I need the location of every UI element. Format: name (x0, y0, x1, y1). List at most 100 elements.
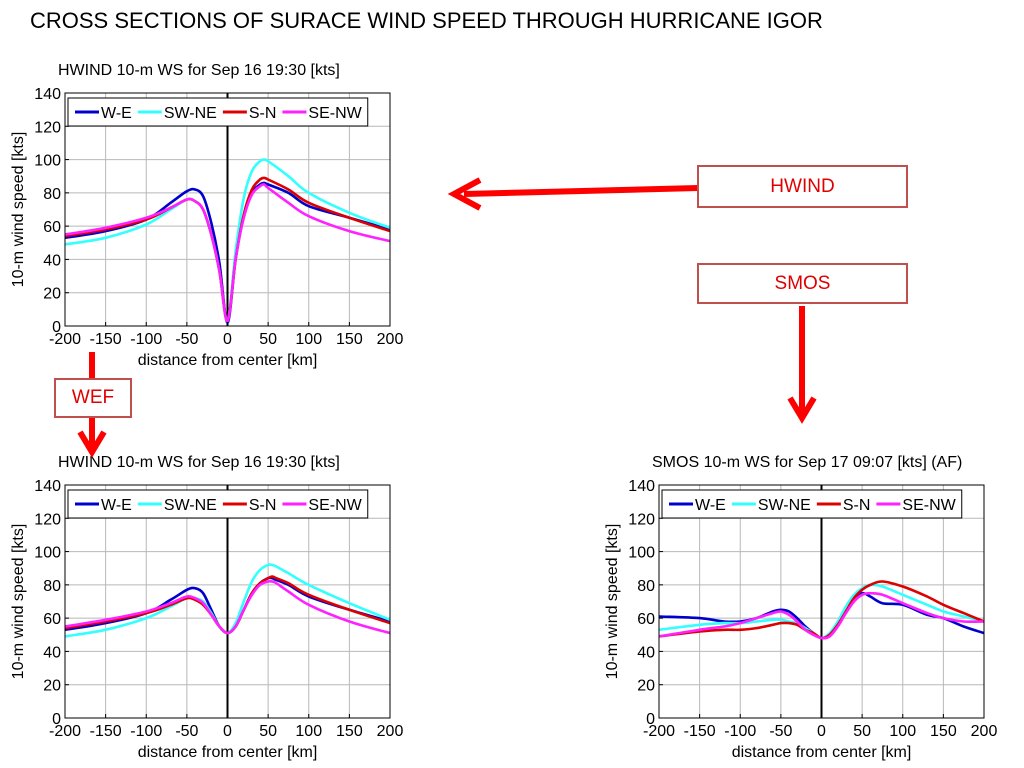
legend-box (67, 489, 369, 519)
y-tick-label: 100 (628, 545, 655, 562)
legend-label: SE-NW (902, 497, 956, 514)
legend: W-E SW-NE S-N SE-NW (67, 97, 369, 127)
x-tick-label: 100 (889, 723, 916, 740)
x-tick-label: -200 (643, 723, 675, 740)
x-tick-label: 150 (336, 723, 363, 740)
y-tick-label: 140 (34, 86, 61, 103)
y-tick-label: 80 (637, 578, 655, 595)
x-tick-label: 50 (259, 723, 277, 740)
y-tick-label: 80 (43, 578, 61, 595)
legend: W-E SW-NE S-N SE-NW (661, 489, 963, 519)
y-tick-label: 60 (43, 611, 61, 628)
y-tick-label: 40 (43, 644, 61, 661)
series-line (64, 183, 391, 323)
legend: W-E SW-NE S-N SE-NW (67, 489, 369, 519)
legend-item: SE-NW (282, 497, 363, 514)
legend-item: S-N (222, 105, 277, 122)
legend-item: S-N (222, 497, 277, 514)
x-tick-label: -150 (684, 723, 716, 740)
legend-label: SW-NE (758, 497, 811, 514)
hwind-arrow (447, 177, 699, 211)
legend-item: W-E (75, 105, 132, 122)
legend-label: SW-NE (164, 497, 217, 514)
y-tick-label: 80 (43, 186, 61, 203)
x-tick-label: -150 (90, 331, 122, 348)
y-tick-label: 140 (628, 478, 655, 495)
hwind-callout-label: HWIND (770, 175, 835, 197)
x-tick-label: -50 (175, 723, 198, 740)
x-tick-label: 150 (336, 331, 363, 348)
y-tick-label: 20 (637, 678, 655, 695)
x-tick-label: -200 (49, 723, 81, 740)
y-axis-label: 10-m wind speed [kts] (604, 524, 621, 680)
y-tick-label: 40 (43, 252, 61, 269)
y-tick-label: 100 (34, 545, 61, 562)
legend-label: S-N (249, 497, 277, 514)
legend-item: S-N (816, 497, 871, 514)
y-tick-label: 0 (52, 319, 61, 336)
legend-item: SW-NE (137, 105, 217, 122)
legend-label: SW-NE (164, 105, 217, 122)
y-tick-label: 20 (43, 286, 61, 303)
x-tick-label: 0 (817, 723, 826, 740)
x-tick-label: -100 (724, 723, 756, 740)
x-axis-label: distance from center [km] (138, 352, 318, 369)
legend-label: W-E (101, 105, 132, 122)
x-tick-label: 200 (971, 723, 998, 740)
chart-title: HWIND 10-m WS for Sep 16 19:30 [kts] (58, 454, 340, 471)
legend-label: W-E (695, 497, 726, 514)
y-tick-label: 0 (52, 711, 61, 728)
y-tick-label: 20 (43, 678, 61, 695)
legend-box (67, 97, 369, 127)
x-tick-label: 0 (223, 723, 232, 740)
smos-callout: SMOS (697, 263, 908, 304)
chart-title: SMOS 10-m WS for Sep 17 09:07 [kts] (AF) (652, 454, 962, 471)
y-tick-label: 40 (637, 644, 655, 661)
legend-label: W-E (101, 497, 132, 514)
hwind-chart-top: HWIND 10-m WS for Sep 16 19:30 [kts] -200… (10, 62, 404, 369)
y-tick-label: 140 (34, 478, 61, 495)
page-title: CROSS SECTIONS OF SURACE WIND SPEED THRO… (30, 8, 823, 33)
legend-item: W-E (75, 497, 132, 514)
x-tick-label: 0 (223, 331, 232, 348)
y-tick-label: 120 (34, 511, 61, 528)
x-tick-label: -50 (175, 331, 198, 348)
x-tick-label: 150 (930, 723, 957, 740)
wef-callout: WEF (54, 378, 132, 418)
x-axis-label: distance from center [km] (732, 744, 912, 761)
x-tick-label: 50 (259, 331, 277, 348)
y-tick-label: 60 (43, 219, 61, 236)
y-tick-label: 0 (646, 711, 655, 728)
x-tick-label: 200 (377, 331, 404, 348)
y-tick-label: 120 (628, 511, 655, 528)
legend-box (661, 489, 963, 519)
legend-label: S-N (249, 105, 277, 122)
x-tick-label: 200 (377, 723, 404, 740)
wef-callout-label: WEF (71, 387, 115, 408)
chart-title: HWIND 10-m WS for Sep 16 19:30 [kts] (58, 62, 340, 79)
smos-callout-label: SMOS (774, 272, 831, 294)
x-axis-label: distance from center [km] (138, 744, 318, 761)
legend-item: SW-NE (137, 497, 217, 514)
x-tick-label: -100 (130, 723, 162, 740)
x-tick-label: 50 (853, 723, 871, 740)
y-tick-label: 100 (34, 153, 61, 170)
smos-arrow (787, 306, 817, 424)
x-tick-label: -150 (90, 723, 122, 740)
y-tick-label: 60 (637, 611, 655, 628)
hwind-callout: HWIND (697, 165, 908, 208)
legend-item: SE-NW (282, 105, 363, 122)
legend-label: SE-NW (308, 497, 362, 514)
legend-item: SE-NW (876, 497, 957, 514)
legend-item: SW-NE (731, 497, 811, 514)
legend-label: SE-NW (308, 105, 362, 122)
series-line (64, 579, 391, 635)
x-tick-label: 100 (295, 723, 322, 740)
hwind-wef-chart-bottom: HWIND 10-m WS for Sep 16 19:30 [kts] -200… (10, 454, 404, 761)
x-tick-label: -200 (49, 331, 81, 348)
legend-item: W-E (669, 497, 726, 514)
y-axis-label: 10-m wind speed [kts] (10, 524, 27, 680)
y-tick-label: 120 (34, 119, 61, 136)
x-tick-label: 100 (295, 331, 322, 348)
legend-label: S-N (843, 497, 871, 514)
